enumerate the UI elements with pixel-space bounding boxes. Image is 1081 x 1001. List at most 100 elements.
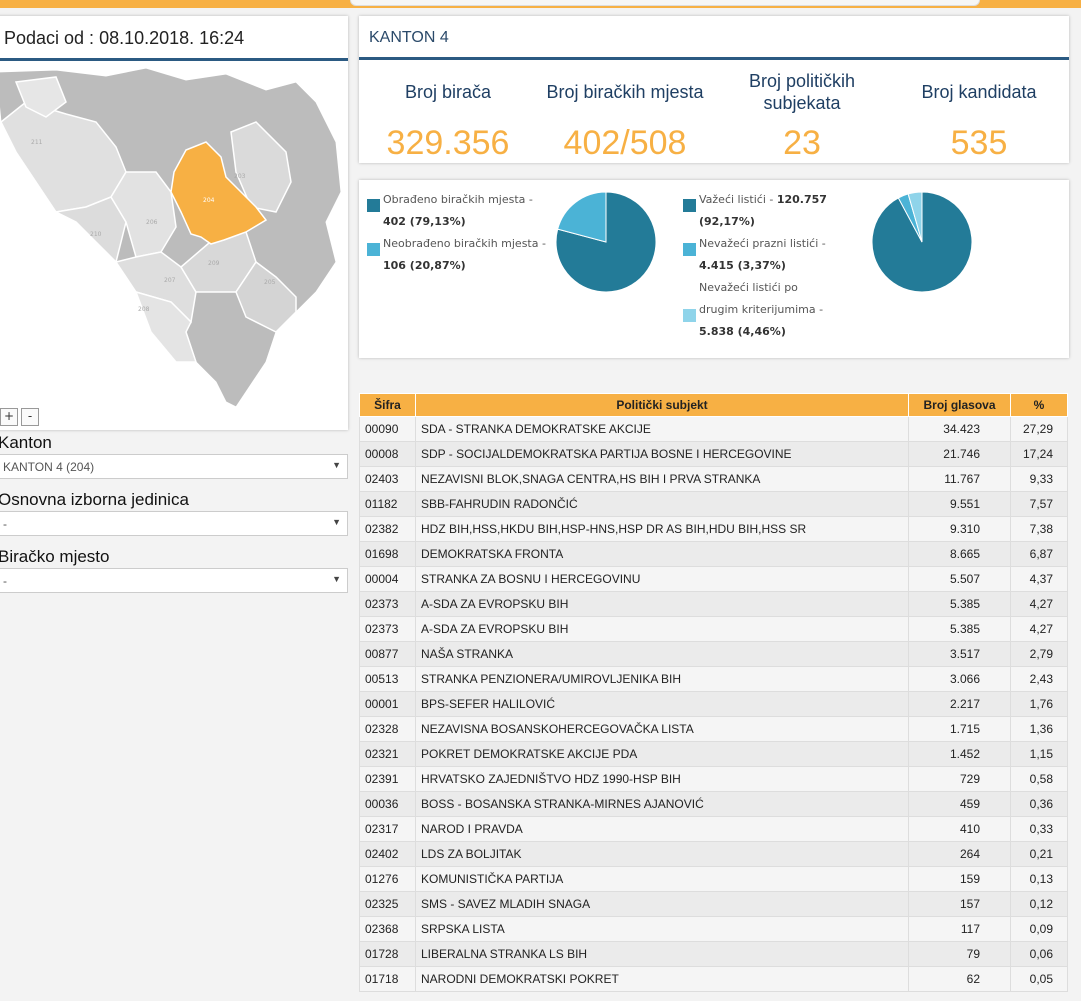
cell-sifra: 02373 (359, 591, 416, 617)
biracko-mjesto-select[interactable]: - ▼ (0, 568, 348, 593)
map-region-204-highlighted[interactable] (170, 141, 268, 245)
table-row[interactable]: 01276 KOMUNISTIČKA PARTIJA 159 0,13 (359, 866, 1068, 892)
kanton-select[interactable]: KANTON 4 (204) ▼ (0, 454, 348, 479)
cell-broj-glasova: 157 (908, 891, 1011, 917)
cell-sifra: 00090 (359, 416, 416, 442)
map-label-205: 205 (264, 279, 276, 286)
table-row[interactable]: 00090 SDA - STRANKA DEMOKRATSKE AKCIJE 34.… (359, 416, 1068, 442)
cell-procenat: 0,06 (1010, 941, 1068, 967)
cell-sifra: 00877 (359, 641, 416, 667)
cell-procenat: 6,87 (1010, 541, 1068, 567)
cell-politicki-subjekt: SRPSKA LISTA (415, 916, 909, 942)
pie-slice[interactable] (907, 191, 923, 243)
map-label-208: 208 (138, 306, 150, 313)
table-row[interactable]: 00004 STRANKA ZA BOSNU I HERCEGOVINU 5.507… (359, 566, 1068, 592)
cell-sifra: 00004 (359, 566, 416, 592)
pie-chart-listici[interactable] (870, 190, 974, 294)
header-politicki-subjekt[interactable]: Politički subjekt (415, 393, 909, 417)
map-region-202[interactable] (14, 76, 67, 118)
cell-sifra: 01182 (359, 491, 416, 517)
cell-procenat: 0,33 (1010, 816, 1068, 842)
cell-sifra: 00513 (359, 666, 416, 692)
cell-broj-glasova: 5.385 (908, 591, 1011, 617)
stat-label: Broj birača (404, 82, 492, 102)
cell-politicki-subjekt: SDP - SOCIJALDEMOKRATSKA PARTIJA BOSNE I… (415, 441, 909, 467)
cell-politicki-subjekt: SBB-FAHRUDIN RADONČIĆ (415, 491, 909, 517)
chevron-down-icon: ▼ (332, 574, 341, 584)
cell-politicki-subjekt: DEMOKRATSKA FRONTA (415, 541, 909, 567)
table-row[interactable]: 02373 A-SDA ZA EVROPSKU BIH 5.385 4,27 (359, 616, 1068, 642)
zoom-in-button[interactable]: + (0, 408, 18, 426)
table-row[interactable]: 00877 NAŠA STRANKA 3.517 2,79 (359, 641, 1068, 667)
map-label-209: 209 (208, 260, 220, 267)
table-row[interactable]: 02391 HRVATSKO ZAJEDNIŠTVO HDZ 1990-HSP B… (359, 766, 1068, 792)
izborna-jedinica-label: Osnovna izborna jedinica (0, 490, 189, 509)
header-broj-glasova[interactable]: Broj glasova (908, 393, 1011, 417)
table-row[interactable]: 02403 NEZAVISNI BLOK,SNAGA CENTRA,HS BIH … (359, 466, 1068, 492)
table-row[interactable]: 00008 SDP - SOCIJALDEMOKRATSKA PARTIJA BO… (359, 441, 1068, 467)
cell-broj-glasova: 117 (908, 916, 1011, 942)
izborna-jedinica-select[interactable]: - ▼ (0, 511, 348, 536)
table-row[interactable]: 00036 BOSS - BOSANSKA STRANKA-MIRNES AJAN… (359, 791, 1068, 817)
table-row[interactable]: 02328 NEZAVISNA BOSANSKOHERCEGOVAČKA LIST… (359, 716, 1068, 742)
zoom-out-button[interactable]: - (21, 408, 39, 426)
cell-procenat: 0,09 (1010, 916, 1068, 942)
cell-sifra: 02382 (359, 516, 416, 542)
legend-text: Važeći listići - (699, 193, 777, 206)
table-row[interactable]: 02382 HDZ BIH,HSS,HKDU BIH,HSP-HNS,HSP DR… (359, 516, 1068, 542)
cell-broj-glasova: 11.767 (908, 466, 1011, 492)
table-row[interactable]: 02317 NAROD I PRAVDA 410 0,33 (359, 816, 1068, 842)
cell-procenat: 17,24 (1010, 441, 1068, 467)
cell-broj-glasova: 729 (908, 766, 1011, 792)
table-row[interactable]: 02321 POKRET DEMOKRATSKE AKCIJE PDA 1.452 1… (359, 741, 1068, 767)
cell-sifra: 02402 (359, 841, 416, 867)
cell-broj-glasova: 3.517 (908, 641, 1011, 667)
table-row[interactable]: 01698 DEMOKRATSKA FRONTA 8.665 6,87 (359, 541, 1068, 567)
pie-chart-birackih-mjesta[interactable] (554, 190, 658, 294)
table-row[interactable]: 02368 SRPSKA LISTA 117 0,09 (359, 916, 1068, 942)
legend-text: Nevažeći prazni listići - (699, 237, 826, 250)
cell-broj-glasova: 410 (908, 816, 1011, 842)
cell-sifra: 01276 (359, 866, 416, 892)
stat-value: 23 (783, 124, 821, 162)
table-header-row: Šifra Politički subjekt Broj glasova % (359, 393, 1068, 417)
map-region-210[interactable] (53, 196, 127, 264)
table-row[interactable]: 01718 NARODNI DEMOKRATSKI POKRET 62 0,05 (359, 966, 1068, 992)
map-region-203[interactable] (230, 121, 292, 213)
stat-politickih-subjekata: Broj političkih subjekata 23 (713, 68, 891, 163)
map-label-204: 204 (203, 197, 215, 204)
cell-sifra: 02325 (359, 891, 416, 917)
cell-sifra: 01698 (359, 541, 416, 567)
cell-sifra: 00036 (359, 791, 416, 817)
header-sifra[interactable]: Šifra (359, 393, 416, 417)
cell-procenat: 27,29 (1010, 416, 1068, 442)
bih-map[interactable]: 204 211 210 206 207 208 209 205 203 (0, 62, 348, 422)
legend-value: 106 (20,87%) (383, 259, 466, 272)
legend-text: Nevažeći listići po drugim kriterijumima… (699, 281, 824, 316)
cell-politicki-subjekt: NAŠA STRANKA (415, 641, 909, 667)
table-row[interactable]: 00001 BPS-SEFER HALILOVIĆ 2.217 1,76 (359, 691, 1068, 717)
legend-value: 402 (79,13%) (383, 215, 466, 228)
cell-broj-glasova: 5.385 (908, 616, 1011, 642)
kanton-select-value: KANTON 4 (204) (3, 460, 95, 474)
table-row[interactable]: 01182 SBB-FAHRUDIN RADONČIĆ 9.551 7,57 (359, 491, 1068, 517)
pie-slice[interactable] (557, 191, 607, 243)
table-row[interactable]: 01728 LIBERALNA STRANKA LS BIH 79 0,06 (359, 941, 1068, 967)
table-row[interactable]: 02402 LDS ZA BOLJITAK 264 0,21 (359, 841, 1068, 867)
map-region-206[interactable] (110, 171, 177, 258)
table-body: 00090 SDA - STRANKA DEMOKRATSKE AKCIJE 34.… (359, 416, 1068, 992)
cell-broj-glasova: 8.665 (908, 541, 1011, 567)
cell-procenat: 2,43 (1010, 666, 1068, 692)
cell-broj-glasova: 62 (908, 966, 1011, 992)
legend-item-obradeno: Obrađeno biračkih mjesta - 402 (79,13%) (367, 189, 547, 233)
cell-procenat: 1,36 (1010, 716, 1068, 742)
table-row[interactable]: 02325 SMS - SAVEZ MLADIH SNAGA 157 0,12 (359, 891, 1068, 917)
cell-sifra: 02328 (359, 716, 416, 742)
header-procenat[interactable]: % (1010, 393, 1068, 417)
cell-sifra: 02403 (359, 466, 416, 492)
map-region-205[interactable] (235, 260, 297, 333)
map-region-208[interactable] (134, 290, 198, 363)
map-label-206: 206 (146, 219, 158, 226)
table-row[interactable]: 00513 STRANKA PENZIONERA/UMIROVLJENIKA BI… (359, 666, 1068, 692)
table-row[interactable]: 02373 A-SDA ZA EVROPSKU BIH 5.385 4,27 (359, 591, 1068, 617)
